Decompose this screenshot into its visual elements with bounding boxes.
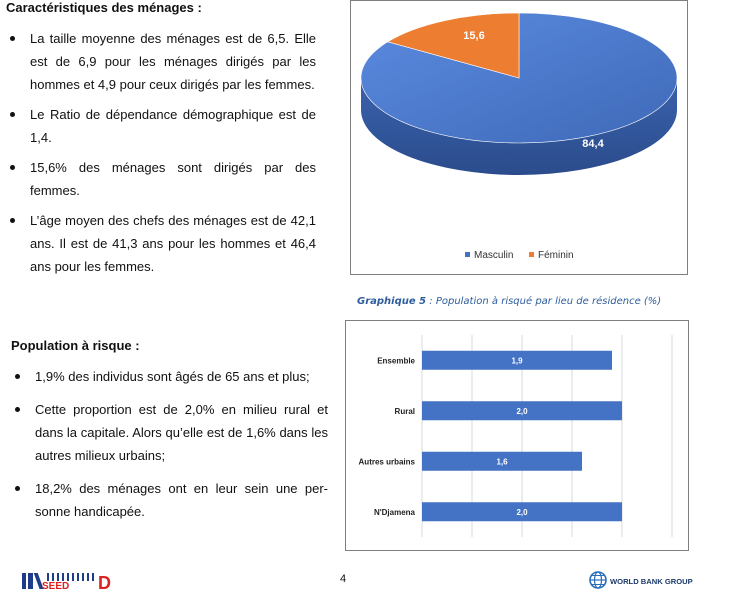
category-label: N'Djamena <box>374 508 416 517</box>
bullet-icon <box>15 407 20 412</box>
category-label: Ensemble <box>377 356 415 365</box>
bar-chart-frame: 1,9 Ensemble 2,0 Rural 1,6 Autres urbains 2,0 N… <box>345 320 689 551</box>
bullet-icon <box>10 112 15 117</box>
caption-text: : Population à risqué par lieu de réside… <box>426 296 662 307</box>
category-label: Autres urbains <box>359 457 416 466</box>
bar <box>422 502 622 522</box>
pie-chart-frame: 84,4 15,6 Masculin Féminin <box>350 0 688 275</box>
legend-swatch-feminin <box>529 252 534 257</box>
list-item: 18,2% des ménages ont en leur sein une p… <box>12 477 328 523</box>
page-number: 4 <box>340 573 347 585</box>
bullet-text: Le Ratio de dépendance démographique est… <box>30 107 316 145</box>
legend-label-masculin: Masculin <box>474 250 513 261</box>
svg-text:SEED: SEED <box>42 581 69 591</box>
bullet-icon <box>10 218 15 223</box>
section-heading-population-risque: Population à risque : <box>11 338 140 353</box>
bar-data-label: 2,0 <box>516 407 528 416</box>
chart-caption: Graphique 5 : Population à risqué par li… <box>357 296 661 307</box>
pie-slice-feminin <box>387 12 520 79</box>
bullet-list-population-risque: 1,9% des individus sont âgés de 65 ans e… <box>12 365 328 523</box>
pie-legend: Masculin Féminin <box>465 250 574 261</box>
legend-label-feminin: Féminin <box>538 250 574 261</box>
bar-data-label: 1,6 <box>496 457 508 466</box>
inseed-logo: SEED D <box>22 571 114 593</box>
bar-data-label: 2,0 <box>516 508 528 517</box>
list-item: 15,6% des ménages sont dirigés par des f… <box>7 156 316 202</box>
category-label: Rural <box>395 407 415 416</box>
bar <box>422 401 622 421</box>
pie-data-label: 15,6 <box>463 30 484 42</box>
svg-text:D: D <box>98 573 111 591</box>
bullet-text: 18,2% des ménages ont en leur sein une p… <box>35 481 328 519</box>
bullet-text: Cette proportion est de 2,0% en milieu r… <box>35 402 328 463</box>
bar <box>422 350 612 370</box>
pie-chart: 84,4 15,6 Masculin Féminin <box>360 12 678 261</box>
world-bank-logo: WORLD BANK GROUP <box>589 570 699 590</box>
bullet-text: L’âge moyen des chefs des ménages est de… <box>30 213 316 274</box>
list-item: La taille moyenne des ménages est de 6,5… <box>7 27 316 96</box>
pie-data-label: 84,4 <box>582 138 604 150</box>
bar-data-label: 1,9 <box>511 356 523 365</box>
bullet-icon <box>15 486 20 491</box>
bullet-icon <box>10 165 15 170</box>
bar-chart: 1,9 Ensemble 2,0 Rural 1,6 Autres urbains 2,0 N… <box>359 335 673 537</box>
bullet-icon <box>15 374 20 379</box>
pie-slice-masculin <box>360 12 678 144</box>
bullet-list-menages: La taille moyenne des ménages est de 6,5… <box>7 27 316 278</box>
legend-swatch-masculin <box>465 252 470 257</box>
section-heading-menages: Caractéristiques des ménages : <box>6 0 202 15</box>
svg-text:WORLD BANK GROUP: WORLD BANK GROUP <box>610 577 693 586</box>
list-item: Cette proportion est de 2,0% en milieu r… <box>12 398 328 467</box>
list-item: Le Ratio de dépendance démographique est… <box>7 103 316 149</box>
bullet-text: La taille moyenne des ménages est de 6,5… <box>30 31 316 92</box>
bullet-text: 15,6% des ménages sont dirigés par des f… <box>30 160 316 198</box>
bullet-text: 1,9% des individus sont âgés de 65 ans e… <box>35 369 310 384</box>
bar <box>422 451 582 471</box>
list-item: 1,9% des individus sont âgés de 65 ans e… <box>12 365 328 388</box>
list-item: L’âge moyen des chefs des ménages est de… <box>7 209 316 278</box>
caption-number: Graphique 5 <box>357 296 427 307</box>
bullet-icon <box>10 36 15 41</box>
pie-side-wall <box>361 78 677 175</box>
